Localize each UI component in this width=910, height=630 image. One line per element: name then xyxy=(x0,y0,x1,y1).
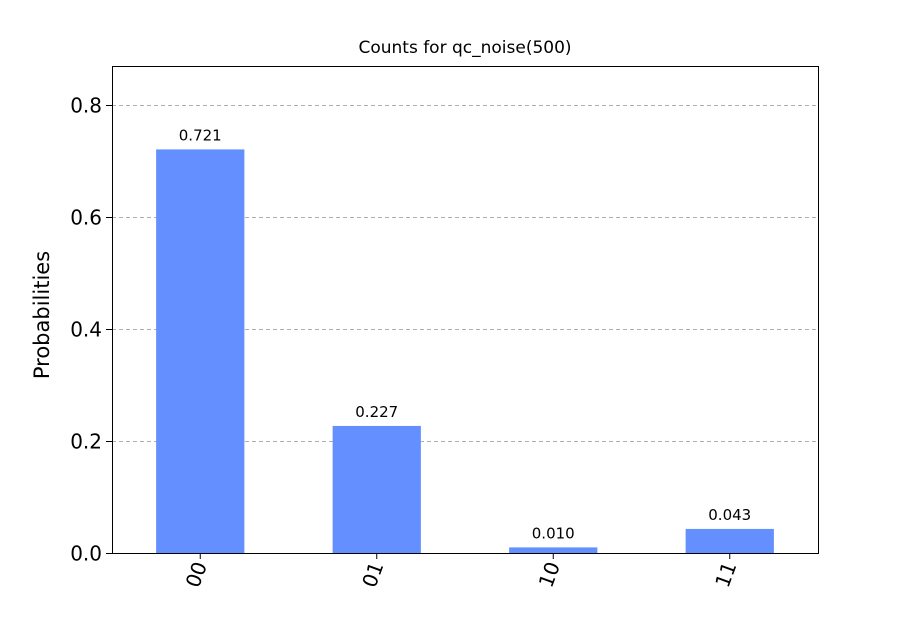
y-axis-label: Probabilities xyxy=(30,251,54,379)
x-tick-label: 11 xyxy=(710,559,741,591)
y-tick-label: 0.8 xyxy=(70,94,102,118)
bar-01 xyxy=(332,425,421,553)
x-tick-label: 00 xyxy=(181,559,212,591)
y-tick-label: 0.6 xyxy=(70,206,102,230)
y-tick-label: 0.0 xyxy=(70,542,102,566)
x-tick-label: 01 xyxy=(357,559,388,591)
y-axis-ticks: 0.0 0.2 0.4 0.6 0.8 xyxy=(70,94,112,566)
y-tick-label: 0.4 xyxy=(70,318,102,342)
bar-value-label: 0.721 xyxy=(179,126,222,144)
bar-value-labels: 0.721 0.227 0.010 0.043 xyxy=(179,126,751,542)
bar-10 xyxy=(509,547,598,553)
x-tick-label: 10 xyxy=(534,559,565,591)
plot-frame xyxy=(112,66,819,554)
bar-11 xyxy=(685,528,774,553)
bars xyxy=(156,149,774,553)
chart-title: Counts for qc_noise(500) xyxy=(358,38,571,58)
bar-value-label: 0.227 xyxy=(355,403,398,421)
bar-value-label: 0.043 xyxy=(708,506,751,524)
y-tick-label: 0.2 xyxy=(70,430,102,454)
bar-value-label: 0.010 xyxy=(532,524,575,542)
bar-00 xyxy=(156,149,245,553)
x-axis-ticks: 00 01 10 11 xyxy=(181,553,741,591)
grid-lines xyxy=(112,105,818,442)
